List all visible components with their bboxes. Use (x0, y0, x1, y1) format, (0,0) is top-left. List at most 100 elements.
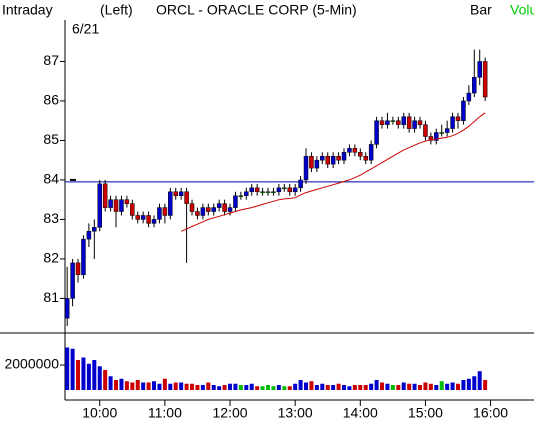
candle-body (368, 144, 374, 161)
volume-bar (456, 383, 461, 390)
volume-bar (271, 386, 276, 390)
volume-bar (244, 385, 249, 390)
axis-side: (Left) (100, 2, 133, 18)
volume-bar (428, 383, 433, 390)
volume-bar (412, 383, 417, 390)
volume-bar (76, 360, 81, 390)
candle-body (477, 61, 482, 78)
candle-body (178, 191, 184, 196)
volume-bar (130, 382, 135, 390)
candle-body (173, 191, 178, 196)
candle-body (70, 262, 75, 299)
candle-body (157, 207, 162, 220)
volume-bar (86, 363, 91, 390)
volume-bar (92, 360, 97, 390)
volume-bar (309, 381, 314, 390)
volume-bar (347, 386, 352, 390)
volume-bar (418, 385, 423, 390)
volume-bar (260, 386, 265, 390)
candle-body (244, 191, 249, 196)
volume-bar (336, 383, 341, 390)
volume-bar (325, 385, 330, 390)
candle-body (216, 203, 222, 208)
candle-body (336, 155, 341, 161)
volume-bar (108, 376, 113, 390)
candle-body (401, 116, 406, 125)
candle-body (64, 298, 70, 319)
candle-body (189, 203, 195, 212)
volume-bar (472, 376, 477, 390)
x-tick-label: 15:00 (408, 405, 443, 421)
volume-bar (195, 385, 200, 390)
volume-bar (282, 386, 287, 390)
volume-bar (173, 382, 178, 390)
volume-bar (293, 383, 298, 390)
y-tick-label: 82 (43, 250, 59, 266)
candle-body (439, 132, 444, 134)
volume-bar (352, 385, 357, 390)
volume-bar (81, 357, 86, 390)
volume-bar (146, 382, 151, 390)
volume-bar (114, 380, 119, 390)
candle-body (206, 207, 211, 212)
candle-body (461, 100, 466, 121)
candle-body (325, 155, 330, 165)
candle-body (151, 219, 157, 224)
volume-bar (184, 383, 189, 390)
candle-body (108, 199, 113, 208)
volume-bar (445, 383, 450, 390)
candle-body (249, 187, 254, 193)
candle-body (309, 155, 314, 169)
candle-body (352, 148, 358, 153)
volume-bar (374, 380, 379, 390)
volume-bar (135, 380, 140, 390)
volume-bar (65, 347, 70, 390)
volume-tab[interactable]: Volu (510, 2, 534, 18)
candle-body (184, 191, 189, 204)
volume-bar (483, 380, 488, 390)
volume-bar (217, 386, 222, 390)
candle-body (358, 152, 363, 157)
candle-body (254, 187, 260, 193)
candle-body (130, 203, 135, 216)
candle-body (200, 207, 206, 216)
volume-bar (450, 382, 455, 390)
candle-body (124, 199, 130, 204)
volume-bar (152, 381, 157, 390)
volume-bar (238, 385, 243, 390)
candle-body (211, 207, 216, 212)
volume-y-tick-label: 2000000 (4, 356, 59, 372)
y-tick-label: 87 (43, 52, 59, 68)
volume-bar (249, 383, 254, 390)
candle-body (162, 207, 168, 216)
volume-bar (233, 383, 238, 390)
volume-bar (439, 381, 444, 390)
candle-body (168, 191, 173, 216)
candle-body (450, 116, 455, 129)
volume-bar (298, 380, 303, 390)
volume-bar (380, 382, 385, 390)
x-tick-label: 13:00 (278, 405, 313, 421)
volume-bar (124, 381, 129, 390)
volume-bar (179, 382, 184, 390)
volume-bar (200, 385, 205, 390)
date-label: 6/21 (72, 21, 99, 37)
candle-body (227, 207, 233, 212)
candle-body (271, 191, 276, 194)
candle-body (260, 191, 265, 194)
candle-body (330, 155, 336, 165)
volume-bar (369, 383, 374, 390)
y-tick-label: 81 (43, 289, 59, 305)
volume-bar (434, 385, 439, 390)
volume-bar (97, 366, 102, 390)
candle-body (466, 92, 472, 102)
volume-bar (162, 378, 167, 390)
candle-body (423, 124, 428, 137)
y-tick-label: 85 (43, 131, 59, 147)
volume-bar (401, 382, 406, 390)
volume-bar (314, 385, 319, 390)
candle-body (287, 187, 292, 193)
volume-bar (206, 382, 211, 390)
